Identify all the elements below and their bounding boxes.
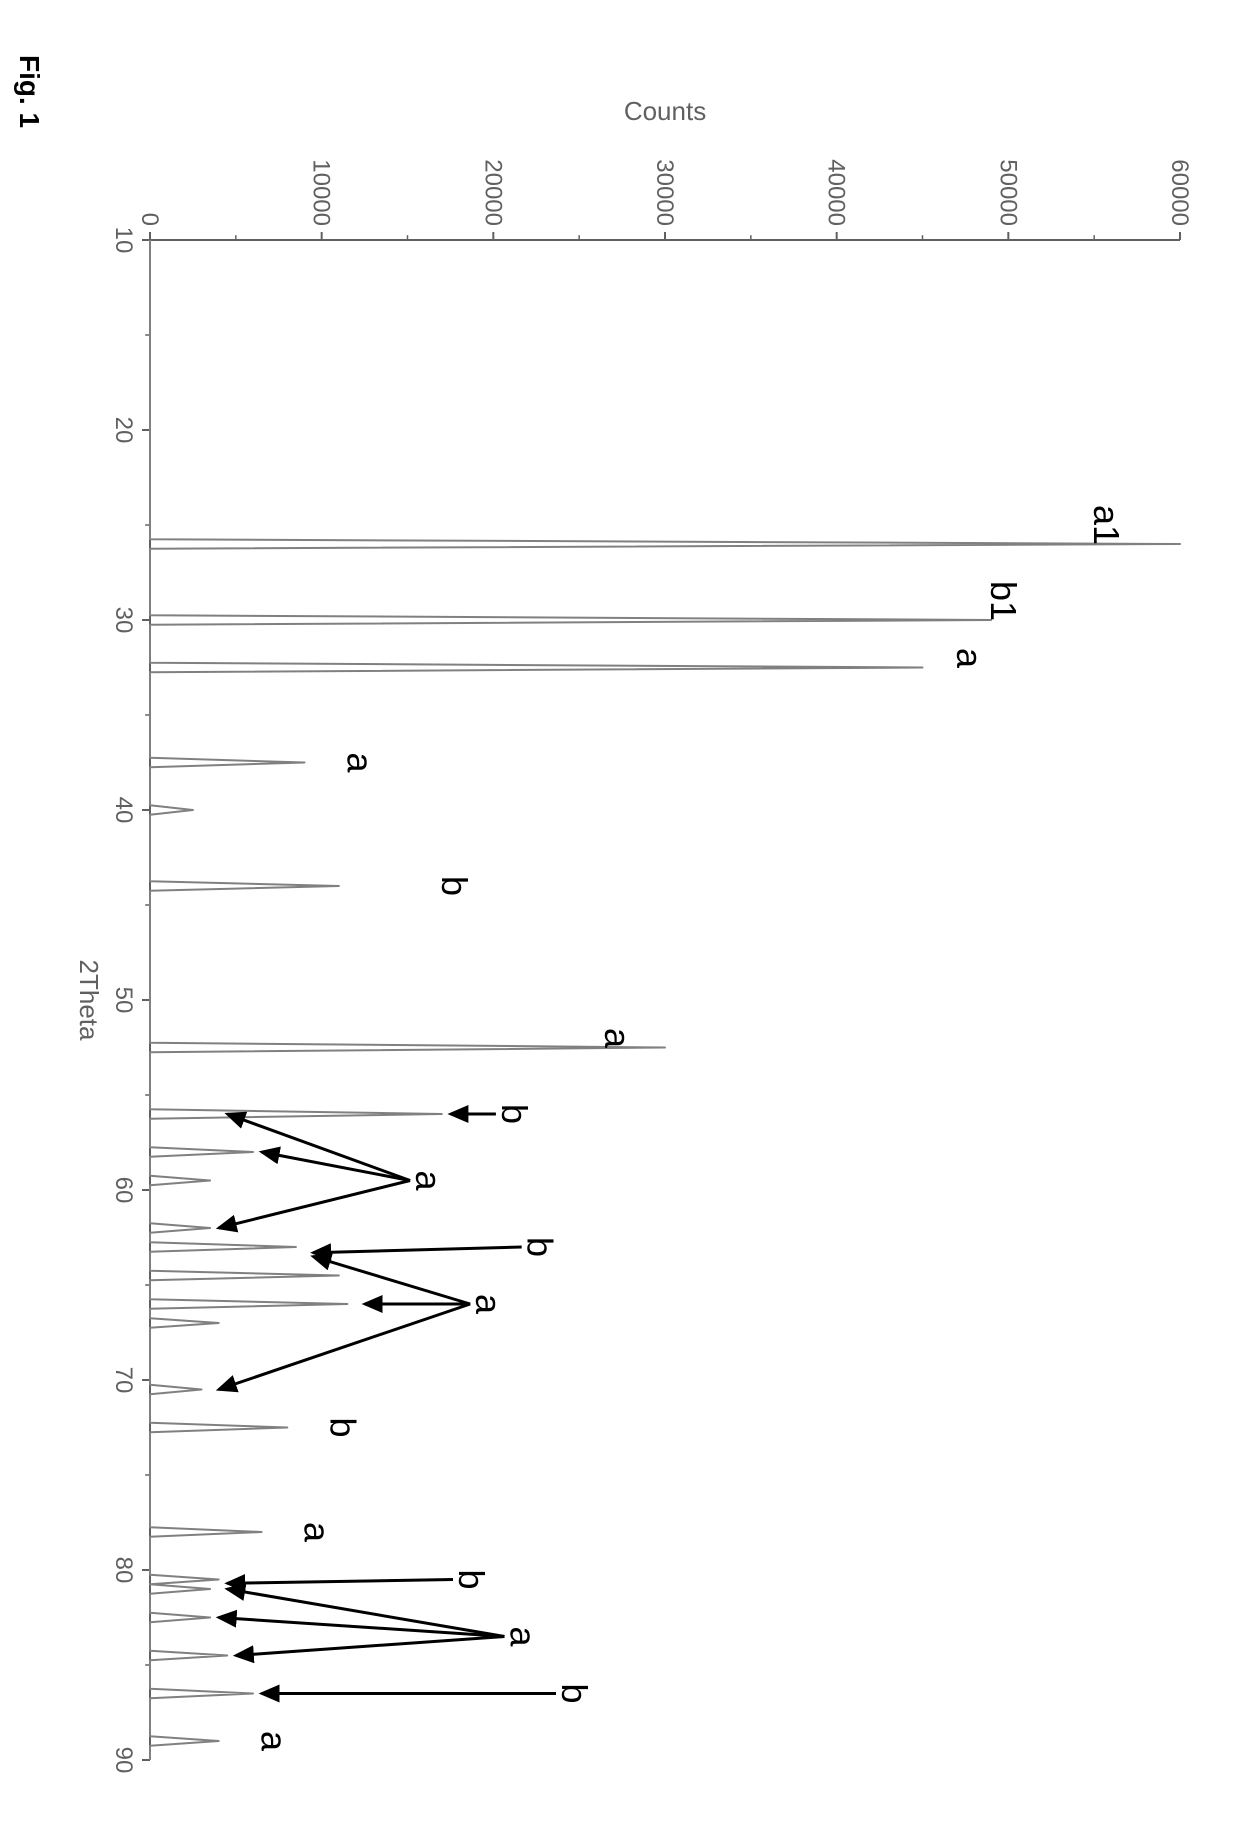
svg-text:90: 90 xyxy=(110,1747,137,1774)
svg-text:40000: 40000 xyxy=(823,159,850,226)
svg-text:50: 50 xyxy=(110,987,137,1014)
svg-text:b1: b1 xyxy=(983,581,1024,621)
svg-text:40: 40 xyxy=(110,797,137,824)
svg-text:a: a xyxy=(254,1731,295,1752)
svg-text:a: a xyxy=(597,1028,638,1049)
svg-text:a: a xyxy=(468,1294,509,1315)
svg-text:30000: 30000 xyxy=(651,159,678,226)
svg-text:a: a xyxy=(339,752,380,773)
svg-text:a: a xyxy=(297,1522,338,1543)
svg-text:b: b xyxy=(554,1683,595,1703)
svg-text:a: a xyxy=(949,648,990,669)
svg-text:20000: 20000 xyxy=(479,159,506,226)
figure-label: Fig. 1 xyxy=(13,55,45,128)
svg-text:b: b xyxy=(451,1569,492,1589)
svg-text:60: 60 xyxy=(110,1177,137,1204)
svg-text:b: b xyxy=(520,1237,561,1257)
svg-text:60000: 60000 xyxy=(1166,159,1193,226)
svg-text:b: b xyxy=(434,876,475,896)
svg-text:10: 10 xyxy=(110,227,137,254)
svg-text:a1: a1 xyxy=(1086,505,1127,545)
figure-container: Fig. 1 0 10000 20000 30000 40000 50000 60000 10… xyxy=(0,0,1240,1827)
svg-text:30: 30 xyxy=(110,607,137,634)
svg-text:a: a xyxy=(503,1626,544,1647)
svg-text:10000: 10000 xyxy=(308,159,335,226)
svg-text:a: a xyxy=(408,1170,449,1191)
svg-text:20: 20 xyxy=(110,417,137,444)
svg-text:Counts: Counts xyxy=(624,96,706,126)
svg-text:50000: 50000 xyxy=(994,159,1021,226)
svg-text:b: b xyxy=(494,1104,535,1124)
svg-text:70: 70 xyxy=(110,1367,137,1394)
svg-text:2Theta: 2Theta xyxy=(74,960,104,1041)
svg-text:b: b xyxy=(322,1417,363,1437)
xrd-chart: 0 10000 20000 30000 40000 50000 60000 10 20 30 40 5… xyxy=(0,0,1240,1827)
svg-text:0: 0 xyxy=(136,213,163,226)
svg-text:80: 80 xyxy=(110,1557,137,1584)
